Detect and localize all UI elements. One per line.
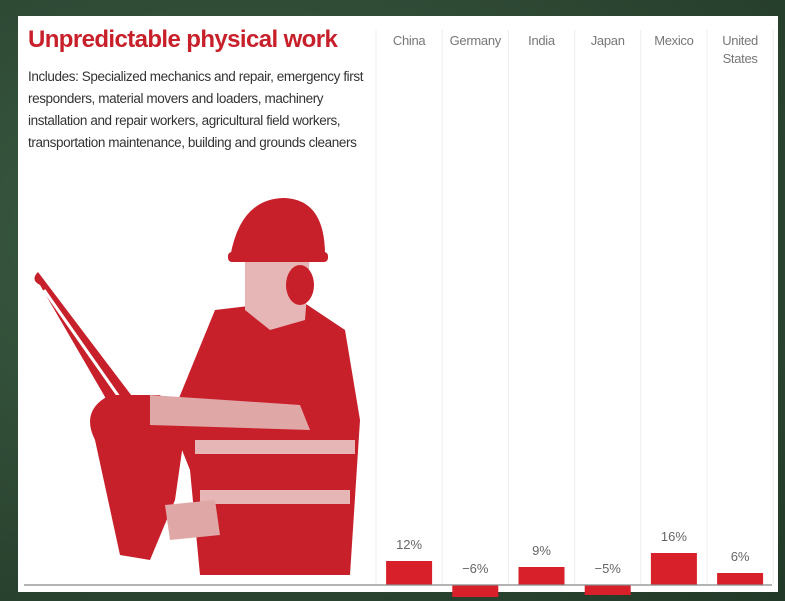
worker-illustration [34,198,360,575]
value-label: 16% [660,529,687,544]
chart-title: Unpredictable physical work [28,26,338,53]
column-header: Germany [449,33,502,48]
vest-stripe [195,440,355,454]
column-header: China [392,33,426,48]
worker-hand [165,500,220,540]
worker-arm [150,395,310,430]
bar [386,561,433,585]
chainsaw-body [90,395,185,560]
helmet [230,198,325,258]
bar [452,585,499,597]
value-label: −6% [462,561,489,576]
helmet-brim [228,252,328,262]
worker-body [170,300,360,575]
ear-muff [286,265,314,305]
column-header: Japan [590,33,625,48]
column-header: India [528,33,555,48]
value-label: 6% [730,549,750,564]
description: Includes: Specialized mechanics and repa… [28,69,364,150]
column-header: Mexico [654,33,694,48]
bar [584,585,631,595]
column-header: United States [722,33,758,66]
value-label: 9% [532,543,551,558]
vest-stripe [200,490,350,504]
bar [518,567,565,585]
bar [717,573,764,585]
bar [650,553,697,585]
value-label: 12% [396,537,423,552]
value-label: −5% [594,561,621,576]
